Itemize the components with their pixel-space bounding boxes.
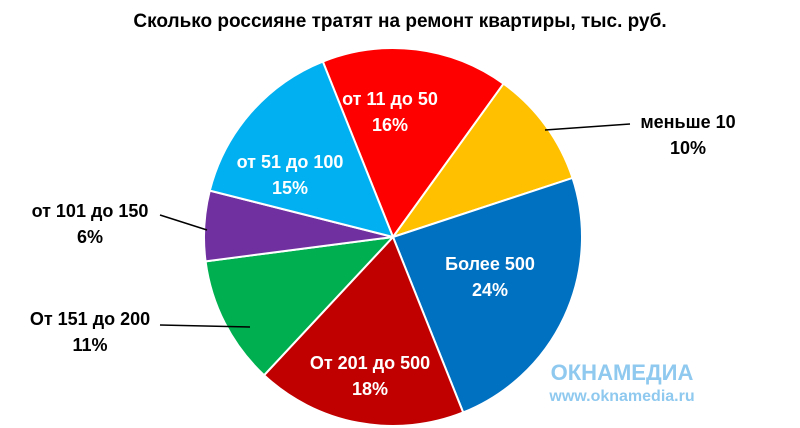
slice-label: от 11 до 50 xyxy=(342,89,438,109)
value-label: 15% xyxy=(272,178,308,198)
leader-line xyxy=(544,123,631,131)
watermark-brand: ОКНАМЕДИА xyxy=(551,360,694,385)
pie-slice xyxy=(321,47,505,240)
slice-label: От 201 до 500 xyxy=(310,353,430,373)
value-label: 18% xyxy=(352,379,388,399)
slice-label: Более 500 xyxy=(445,254,535,274)
chart-title: Сколько россияне тратят на ремонт кварти… xyxy=(133,11,666,32)
pie-slice xyxy=(208,60,395,239)
slice-label: меньше 10 xyxy=(640,112,735,132)
leader-line xyxy=(159,214,208,231)
value-label: 16% xyxy=(372,115,408,135)
value-label: 24% xyxy=(472,280,508,300)
slice-label: От 151 до 200 xyxy=(30,309,150,329)
value-label: 6% xyxy=(77,227,103,247)
slice-label: от 51 до 100 xyxy=(237,152,344,172)
value-label: 10% xyxy=(670,138,706,158)
leader-line xyxy=(159,324,251,328)
pie-slice xyxy=(204,235,396,377)
pie-slice xyxy=(262,235,465,427)
watermark-url: www.oknamedia.ru xyxy=(548,388,694,405)
pie-slice xyxy=(390,82,574,239)
slice-label: от 101 до 150 xyxy=(32,201,149,221)
value-label: 11% xyxy=(72,335,107,355)
